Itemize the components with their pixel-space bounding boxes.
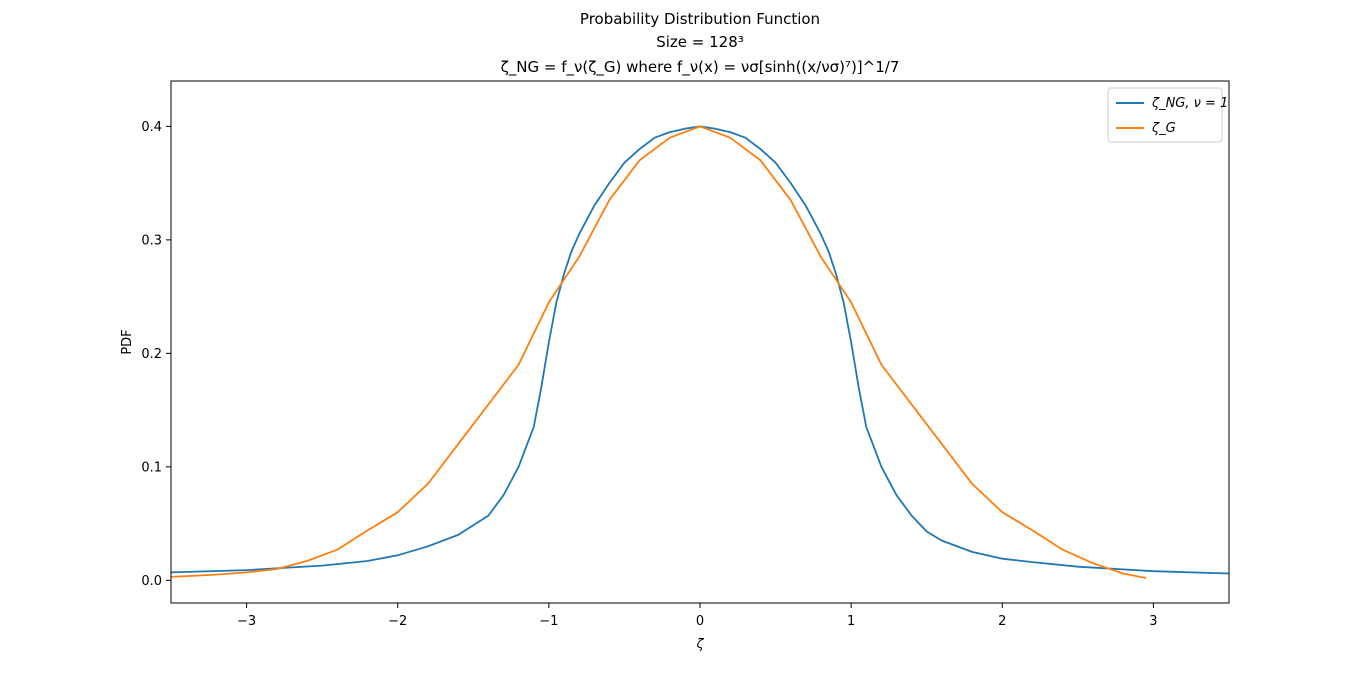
x-tick-label: 3 — [1149, 614, 1157, 629]
title-line-3: ζ_NG = f_ν(ζ_G) where f_ν(x) = νσ[sinh((… — [501, 58, 900, 77]
y-axis-ticks: 0.0 0.1 0.2 0.3 0.4 — [141, 120, 171, 589]
x-axis-ticks: −3 −2 −1 0 1 2 3 — [237, 603, 1158, 629]
chart-title: Probability Distribution Function Size =… — [501, 10, 900, 77]
x-tick-label: −1 — [539, 614, 558, 629]
x-tick-label: 1 — [847, 614, 855, 629]
y-tick-label: 0.2 — [141, 347, 162, 362]
title-line-1: Probability Distribution Function — [580, 10, 820, 28]
legend-label-g: ζ_G — [1151, 121, 1176, 136]
title-line-2: Size = 128³ — [656, 33, 744, 51]
y-tick-label: 0.4 — [141, 120, 162, 135]
legend-label-ng: ζ_NG, ν = 1 — [1151, 96, 1228, 111]
x-tick-label: 0 — [696, 614, 704, 629]
y-axis-label: PDF — [120, 329, 135, 354]
x-tick-label: −3 — [237, 614, 256, 629]
plot-frame — [170, 80, 1230, 604]
x-axis-label: ζ — [695, 637, 704, 652]
x-tick-label: −2 — [388, 614, 407, 629]
x-tick-label: 2 — [998, 614, 1006, 629]
series-line-1 — [170, 125, 1147, 579]
y-tick-label: 0.1 — [141, 460, 162, 475]
plot-area — [170, 125, 1230, 579]
series-line-0 — [170, 125, 1230, 575]
legend: ζ_NG, ν = 1 ζ_G — [1107, 87, 1228, 143]
y-tick-label: 0.3 — [141, 233, 162, 248]
y-tick-label: 0.0 — [141, 574, 162, 589]
